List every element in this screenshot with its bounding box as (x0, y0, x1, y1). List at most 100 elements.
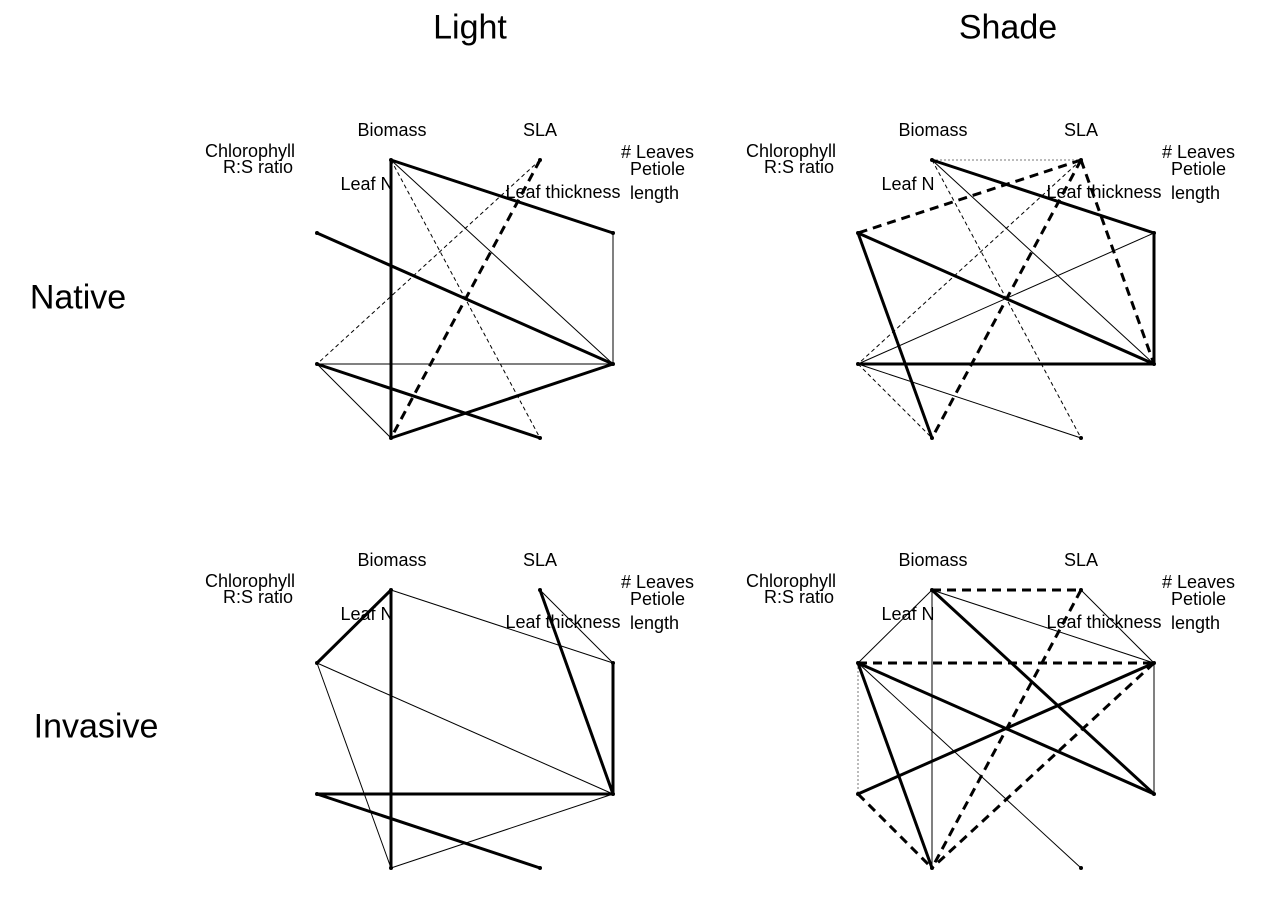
node-label: Petiole length (1171, 159, 1227, 203)
node (611, 792, 615, 796)
node-label: Leaf N (881, 174, 935, 194)
node-label: Chlorophyll (204, 141, 296, 161)
edge (856, 662, 934, 869)
node (1079, 436, 1083, 440)
node-label: Biomass (898, 120, 968, 140)
node (856, 661, 860, 665)
node (611, 231, 615, 235)
node (1079, 158, 1083, 162)
node-label: Leaf thickness (505, 612, 621, 632)
edge (538, 589, 615, 795)
edge (856, 232, 934, 439)
node (930, 588, 934, 592)
node (538, 866, 542, 870)
edge (316, 662, 392, 869)
row-header: Invasive (33, 707, 159, 746)
node (930, 866, 934, 870)
node (1152, 661, 1156, 665)
node-label: SLA (1063, 550, 1099, 570)
edge (930, 661, 1156, 870)
edge (931, 158, 1155, 235)
node-label: SLA (522, 550, 558, 570)
node (389, 588, 393, 592)
node-label: Biomass (357, 120, 427, 140)
node (1152, 362, 1156, 366)
edge (315, 588, 393, 665)
edge (930, 588, 1156, 796)
node (1079, 866, 1083, 870)
edge (390, 362, 614, 440)
column-header: Light (433, 8, 507, 47)
edge (857, 158, 1082, 235)
edge (857, 662, 1082, 869)
node (315, 362, 319, 366)
node (1152, 231, 1156, 235)
node-label: Leaf thickness (505, 182, 621, 202)
node-label: Petiole length (1171, 589, 1227, 633)
node-label: Leaf thickness (1046, 182, 1162, 202)
edge (316, 362, 541, 440)
edge (390, 159, 614, 365)
node-label: SLA (1063, 120, 1099, 140)
node-label: Leaf thickness (1046, 612, 1162, 632)
row-header: Native (29, 278, 127, 317)
node (1152, 792, 1156, 796)
node (856, 792, 860, 796)
edge (1079, 159, 1156, 365)
node-label: Chlorophyll (204, 571, 296, 591)
node (611, 661, 615, 665)
node (389, 158, 393, 162)
node-label: Leaf N (340, 604, 394, 624)
edge (390, 589, 614, 664)
edge (857, 589, 933, 664)
node (856, 362, 860, 366)
edge (539, 589, 614, 664)
node-label: Leaf N (881, 604, 935, 624)
node-label: # Leaves (1162, 142, 1236, 162)
node (538, 158, 542, 162)
edge (316, 792, 541, 870)
node-label: Leaf N (340, 174, 394, 194)
node-label: Petiole length (630, 589, 686, 633)
column-header: Shade (958, 8, 1058, 47)
node-label: R:S ratio (763, 587, 835, 607)
node-label: Biomass (357, 550, 427, 570)
edge (931, 589, 1155, 664)
edge (857, 159, 1082, 365)
edge (857, 363, 933, 439)
edge (390, 793, 614, 869)
edge (931, 159, 1155, 365)
edge (857, 661, 1155, 796)
edge (1080, 589, 1155, 664)
node-label: Petiole length (630, 159, 686, 203)
node-label: R:S ratio (763, 157, 835, 177)
edge (389, 159, 542, 439)
node-label: R:S ratio (222, 157, 294, 177)
node-label: Chlorophyll (745, 571, 837, 591)
node (611, 362, 615, 366)
edge (857, 363, 1082, 439)
node-label: # Leaves (621, 142, 695, 162)
node (389, 436, 393, 440)
node (315, 792, 319, 796)
edge (316, 662, 614, 795)
node (1079, 588, 1083, 592)
node (538, 588, 542, 592)
edge (316, 363, 392, 439)
node-label: SLA (522, 120, 558, 140)
node (930, 436, 934, 440)
node (930, 158, 934, 162)
node (315, 231, 319, 235)
node (538, 436, 542, 440)
node-label: R:S ratio (222, 587, 294, 607)
node-label: # Leaves (1162, 572, 1236, 592)
node (856, 231, 860, 235)
node-label: Biomass (898, 550, 968, 570)
edge (316, 159, 541, 365)
node (389, 866, 393, 870)
node-label: Chlorophyll (745, 141, 837, 161)
node (315, 661, 319, 665)
edge (857, 232, 1155, 365)
